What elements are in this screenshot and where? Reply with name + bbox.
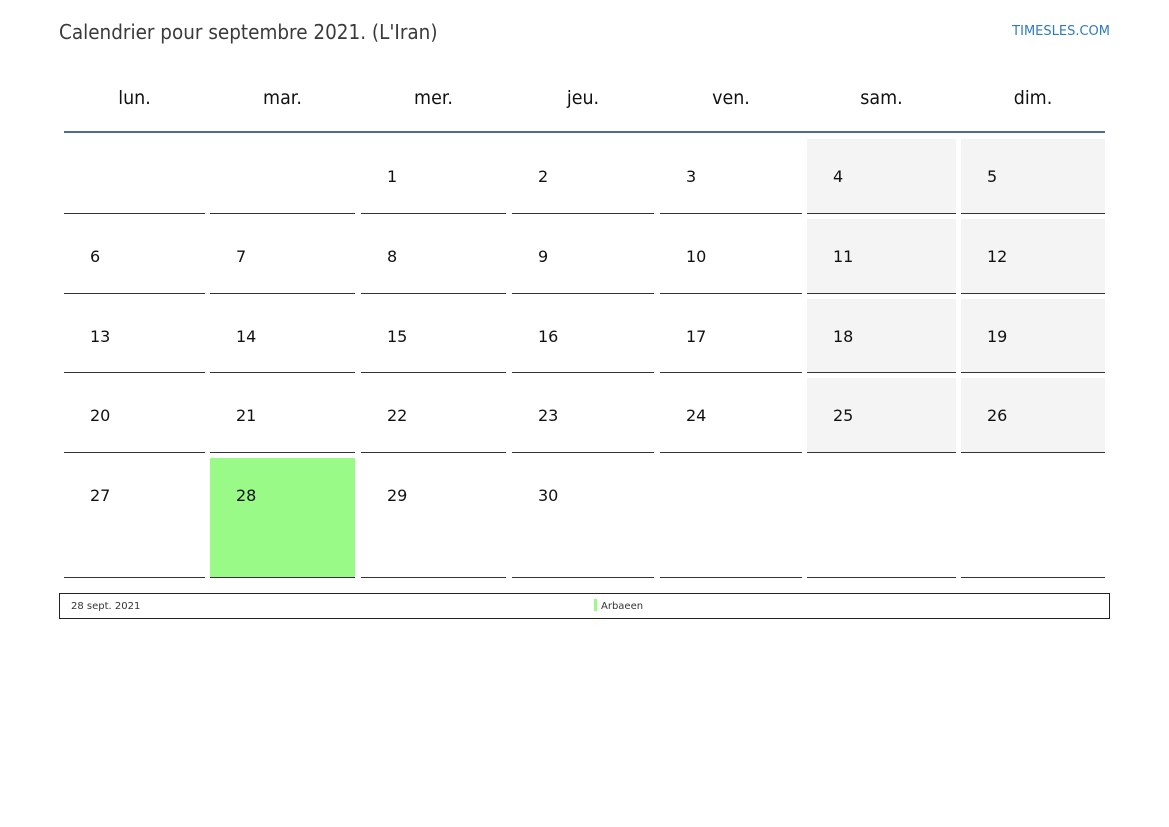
- day-cell[interactable]: 21: [210, 378, 355, 453]
- day-number: 29: [387, 486, 408, 505]
- day-number: 25: [833, 406, 854, 425]
- day-cell[interactable]: 6: [64, 219, 205, 294]
- day-cell[interactable]: 26: [961, 378, 1105, 453]
- weekday-header: ven.: [712, 87, 750, 109]
- day-cell[interactable]: 30: [512, 458, 654, 578]
- day-cell[interactable]: 13: [64, 299, 205, 373]
- day-number: 8: [387, 247, 398, 266]
- day-number: 6: [90, 247, 101, 266]
- day-number: 22: [387, 406, 408, 425]
- day-number: 4: [833, 167, 844, 186]
- day-number: 17: [686, 327, 707, 346]
- day-cell[interactable]: 1: [361, 139, 506, 214]
- day-cell[interactable]: 8: [361, 219, 506, 294]
- day-number: 20: [90, 406, 111, 425]
- day-number: 5: [987, 167, 998, 186]
- day-cell[interactable]: [210, 139, 355, 214]
- day-number: 13: [90, 327, 111, 346]
- day-cell[interactable]: 12: [961, 219, 1105, 294]
- day-cell[interactable]: 18: [807, 299, 956, 373]
- weekday-header: mer.: [414, 87, 453, 109]
- day-number: 16: [538, 327, 559, 346]
- day-number: 10: [686, 247, 707, 266]
- page-title: Calendrier pour septembre 2021. (L'Iran): [59, 20, 438, 44]
- holiday-legend: 28 sept. 2021 Arbaeen: [59, 593, 1110, 619]
- day-cell[interactable]: [807, 458, 956, 578]
- weekday-header: dim.: [1013, 87, 1053, 109]
- site-link[interactable]: TIMESLES.COM: [1012, 24, 1110, 39]
- header-divider: [64, 131, 1105, 133]
- legend-holiday-name: Arbaeen: [601, 601, 644, 612]
- day-number: 19: [987, 327, 1008, 346]
- weekday-header: mar.: [263, 87, 302, 109]
- day-cell[interactable]: 23: [512, 378, 654, 453]
- weekday-header: jeu.: [566, 87, 600, 109]
- day-number: 12: [987, 247, 1008, 266]
- day-cell[interactable]: [660, 458, 802, 578]
- day-number: 26: [987, 406, 1008, 425]
- day-cell[interactable]: 16: [512, 299, 654, 373]
- day-cell[interactable]: 14: [210, 299, 355, 373]
- day-number: 14: [236, 327, 257, 346]
- legend-date: 28 sept. 2021: [71, 601, 141, 612]
- day-cell[interactable]: 24: [660, 378, 802, 453]
- day-number: 9: [538, 247, 549, 266]
- legend-color-marker: [594, 599, 597, 611]
- weekday-header: lun.: [118, 87, 151, 109]
- day-cell[interactable]: 7: [210, 219, 355, 294]
- day-number: 3: [686, 167, 697, 186]
- day-cell[interactable]: 9: [512, 219, 654, 294]
- day-number: 23: [538, 406, 559, 425]
- day-cell[interactable]: 19: [961, 299, 1105, 373]
- day-cell[interactable]: 5: [961, 139, 1105, 214]
- day-cell[interactable]: 29: [361, 458, 506, 578]
- day-number: 24: [686, 406, 707, 425]
- day-cell[interactable]: 4: [807, 139, 956, 214]
- day-number: 2: [538, 167, 549, 186]
- day-cell[interactable]: 22: [361, 378, 506, 453]
- weekday-header: sam.: [860, 87, 903, 109]
- day-cell[interactable]: 27: [64, 458, 205, 578]
- day-cell[interactable]: 28: [210, 458, 355, 578]
- day-cell[interactable]: 17: [660, 299, 802, 373]
- day-cell[interactable]: 10: [660, 219, 802, 294]
- day-cell[interactable]: 15: [361, 299, 506, 373]
- day-number: 1: [387, 167, 398, 186]
- day-number: 27: [90, 486, 111, 505]
- day-cell[interactable]: 2: [512, 139, 654, 214]
- day-number: 15: [387, 327, 408, 346]
- day-cell[interactable]: 25: [807, 378, 956, 453]
- day-number: 28: [236, 486, 257, 505]
- day-number: 7: [236, 247, 247, 266]
- day-cell[interactable]: 20: [64, 378, 205, 453]
- day-number: 21: [236, 406, 257, 425]
- day-cell[interactable]: [961, 458, 1105, 578]
- day-number: 30: [538, 486, 559, 505]
- day-number: 11: [833, 247, 854, 266]
- day-number: 18: [833, 327, 854, 346]
- day-cell[interactable]: [64, 139, 205, 214]
- day-cell[interactable]: 3: [660, 139, 802, 214]
- day-cell[interactable]: 11: [807, 219, 956, 294]
